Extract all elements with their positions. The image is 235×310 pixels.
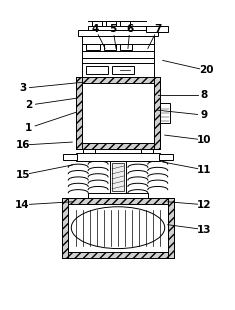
Bar	[86, 45, 100, 51]
Bar	[78, 29, 158, 36]
Bar	[92, 20, 102, 26]
Bar	[112, 163, 124, 191]
Bar	[88, 26, 146, 29]
Text: 9: 9	[201, 110, 208, 120]
Bar	[160, 103, 170, 123]
Text: 11: 11	[197, 165, 212, 175]
Bar	[104, 45, 116, 51]
Bar	[141, 149, 153, 153]
Bar	[62, 198, 174, 204]
Bar	[63, 154, 77, 160]
Bar	[76, 153, 160, 161]
Text: 8: 8	[201, 90, 208, 100]
Bar	[106, 20, 116, 26]
Text: 7: 7	[154, 24, 161, 33]
Bar	[68, 204, 168, 252]
Bar	[120, 20, 130, 26]
Text: 6: 6	[126, 24, 133, 33]
Bar	[146, 26, 168, 32]
Text: 12: 12	[197, 200, 212, 210]
Text: 10: 10	[197, 135, 212, 145]
Bar	[159, 154, 173, 160]
Text: 5: 5	[110, 24, 117, 33]
Text: 3: 3	[19, 83, 26, 93]
Bar	[82, 83, 154, 143]
Bar	[110, 161, 126, 193]
Bar	[112, 66, 134, 74]
Bar	[120, 45, 132, 51]
Bar	[76, 78, 160, 149]
Bar	[76, 143, 160, 149]
Bar	[86, 66, 108, 74]
Bar	[88, 193, 148, 198]
Text: 15: 15	[15, 170, 30, 180]
Bar	[168, 198, 174, 258]
Bar	[76, 78, 160, 83]
Bar	[154, 78, 160, 149]
Bar	[76, 78, 82, 149]
Text: 4: 4	[91, 24, 99, 33]
Bar	[82, 36, 154, 64]
Text: 16: 16	[15, 140, 30, 150]
Bar	[62, 198, 174, 258]
Text: 14: 14	[15, 200, 30, 210]
Text: 13: 13	[197, 225, 212, 235]
Text: 1: 1	[25, 123, 32, 133]
Bar	[62, 198, 68, 258]
Text: 2: 2	[25, 100, 32, 110]
Text: 20: 20	[199, 65, 214, 75]
Bar	[62, 252, 174, 258]
Bar	[83, 149, 95, 153]
Ellipse shape	[71, 207, 165, 249]
Bar	[82, 64, 154, 78]
